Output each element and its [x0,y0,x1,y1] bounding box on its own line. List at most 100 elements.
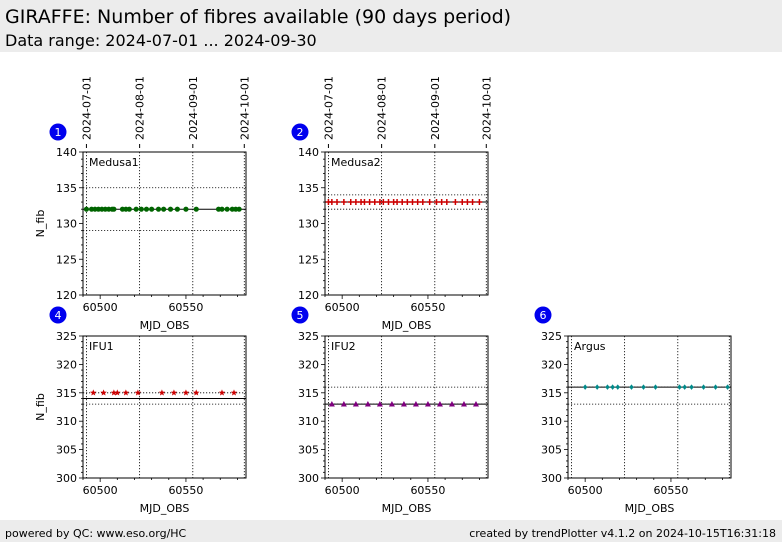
panel-number: 4 [55,309,62,322]
data-point [219,206,225,212]
y-tick-label: 315 [541,387,562,400]
x-tick-label: 60550 [168,484,203,497]
data-point [426,199,433,206]
data-point [138,206,144,212]
data-point [444,199,450,206]
data-point [328,400,335,407]
panel-label: IFU1 [89,340,114,353]
data-point [404,199,411,206]
chart-panel-4: 300 305 310 315 320 325 60500 60550 IFU1 MJD_OBS N… [34,306,247,515]
panel-label: Argus [574,340,606,353]
y-tick-label: 135 [56,182,77,195]
data-point [629,384,634,390]
data-point [122,389,130,396]
data-point [126,206,132,212]
y-tick-label: 300 [56,472,77,485]
data-point [149,206,155,212]
data-point [610,384,615,390]
x-tick-label: 60550 [168,301,203,314]
y-tick-label: 140 [56,146,77,159]
y-tick-label: 305 [298,444,319,457]
data-point [83,206,90,212]
data-point [713,384,718,390]
data-point [236,206,242,212]
data-point [409,199,416,206]
data-point [689,384,694,390]
x-tick-label: 60550 [410,484,445,497]
data-point [361,199,368,206]
data-point [170,389,178,396]
panel-label: Medusa2 [331,156,381,169]
data-point [464,199,471,206]
plots-canvas: 2024-07-01 2024-08-01 2024-09-01 2024-10-01… [34,76,732,515]
data-point [424,400,431,407]
x-tick-label: 60500 [325,484,360,497]
data-point [224,206,230,212]
data-point [155,206,162,212]
data-point [641,384,646,390]
data-point [183,206,189,212]
data-point [114,389,121,396]
data-point [472,400,479,407]
data-point [385,199,392,206]
data-point [158,389,166,396]
data-point [433,199,440,206]
x-tick-label: 60550 [653,484,688,497]
data-point [452,199,459,206]
y-tick-label: 120 [298,289,319,302]
y-tick-label: 305 [56,444,77,457]
date-tick-label: 2024-10-01 [238,76,251,140]
y-tick-label: 315 [56,387,77,400]
panel-label: IFU2 [331,340,356,353]
data-point [412,400,419,407]
header-bar: GIRAFFE: Number of fibres available (90 … [0,0,782,52]
y-tick-label: 310 [56,415,77,428]
data-point [90,389,97,396]
date-tick-label: 2024-08-01 [134,76,147,140]
panel-number-badge [291,306,309,324]
y-tick-label: 300 [298,472,319,485]
data-point [394,199,400,206]
panel-number: 6 [540,309,547,322]
panel-number-badge [49,306,67,324]
x-axis-label: MJD_OBS [140,319,190,332]
data-point [448,400,455,407]
y-tick-label: 320 [298,358,319,371]
x-tick-label: 60550 [410,301,445,314]
y-tick-label: 305 [541,444,562,457]
data-point [134,389,142,396]
data-point [582,384,588,390]
plot-frame [567,335,732,479]
y-tick-label: 325 [56,330,77,343]
y-axis-label: N_fib [34,210,47,238]
data-point [133,206,139,212]
footer-right: created by trendPlotter v4.1.2 on 2024-1… [469,527,776,540]
data-point [376,400,383,407]
footer-bar: powered by QC: www.eso.org/HC created by… [0,520,782,542]
data-point [399,199,406,206]
date-tick-label: 2024-07-01 [322,76,335,140]
data-point [701,384,706,390]
data-point [352,400,359,407]
data-point [436,400,443,407]
x-axis-label: MJD_OBS [382,319,432,332]
data-point [366,199,373,206]
footer-left: powered by QC: www.eso.org/HC [5,527,187,540]
data-point [167,206,174,212]
date-tick-label: 2024-07-01 [80,76,93,140]
x-tick-label: 60500 [568,484,603,497]
data-point [420,199,426,206]
panel-number: 5 [297,309,304,322]
data-point [414,199,421,206]
panel-number: 1 [55,126,62,139]
x-axis-label: MJD_OBS [625,502,675,515]
y-tick-label: 125 [56,253,77,266]
data-point [438,199,445,206]
date-tick-label: 2024-10-01 [480,76,493,140]
plot-frame [324,151,489,296]
data-point [653,384,658,390]
data-point [340,400,347,407]
data-point [476,199,483,206]
x-tick-label: 60500 [325,301,360,314]
x-tick-label: 60500 [83,484,118,497]
